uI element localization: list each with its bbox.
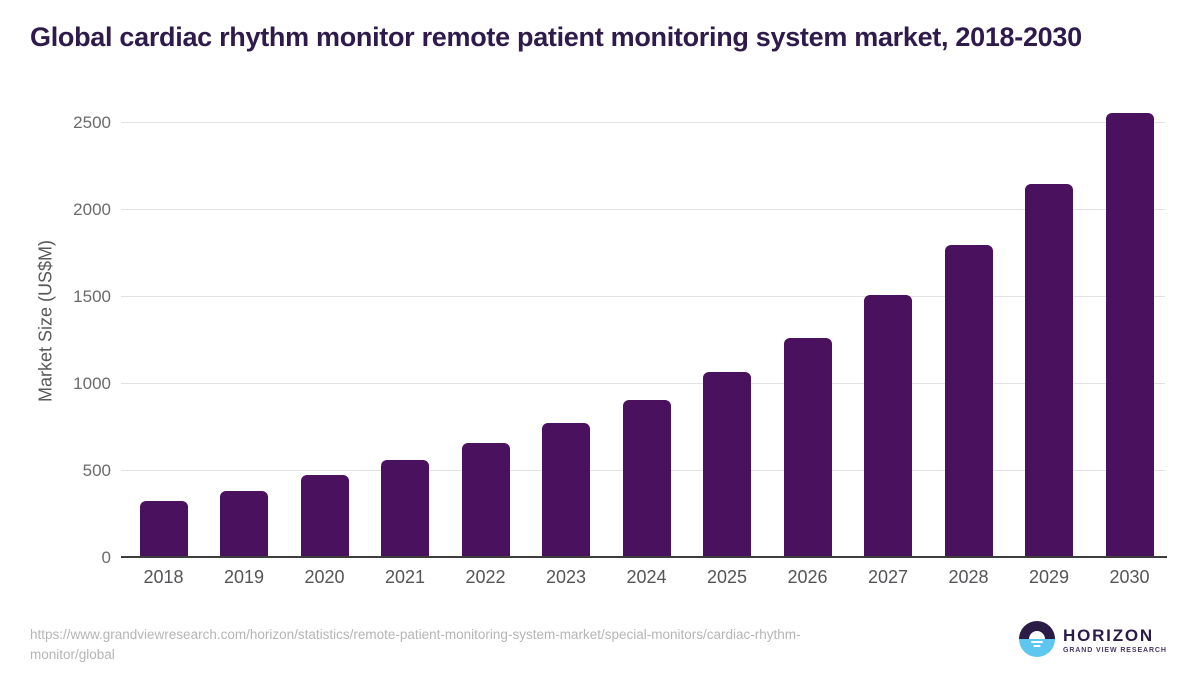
bar-2020 — [300, 475, 349, 558]
y-tick-label-1500: 1500 — [73, 286, 111, 306]
horizon-logo: HORIZON GRAND VIEW RESEARCH — [1019, 621, 1167, 657]
x-tick-label-2028: 2028 — [948, 567, 989, 587]
x-tick-label-2029: 2029 — [1028, 567, 1070, 587]
bar-2019 — [220, 490, 268, 558]
bar-2018 — [139, 500, 188, 558]
bar-2029 — [1025, 184, 1073, 558]
logo-subtitle: GRAND VIEW RESEARCH — [1063, 647, 1167, 654]
sun-dome-shape — [1029, 631, 1045, 639]
x-tick-label-2019: 2019 — [223, 567, 265, 587]
y-tick-label-0: 0 — [101, 548, 111, 567]
bar-2028 — [944, 244, 993, 558]
logo-text-block: HORIZON GRAND VIEW RESEARCH — [1063, 621, 1167, 654]
y-tick-label-2000: 2000 — [73, 199, 111, 219]
y-tick-label-2500: 2500 — [73, 112, 111, 132]
plot-area — [121, 100, 1165, 558]
bar-2025 — [703, 371, 751, 558]
y-tick-label-1000: 1000 — [73, 373, 111, 393]
x-tick-label-2024: 2024 — [626, 567, 667, 587]
x-axis-line — [121, 556, 1167, 558]
gridline-1500 — [121, 296, 1165, 298]
x-tick-label-2022: 2022 — [465, 567, 506, 587]
x-tick-label-2027: 2027 — [867, 567, 909, 587]
bar-2026 — [783, 337, 832, 558]
x-tick-label-2025: 2025 — [706, 567, 748, 587]
x-tick-label-2030: 2030 — [1109, 567, 1150, 587]
bar-2022 — [461, 443, 510, 558]
gridline-2000 — [121, 209, 1165, 211]
gridline-2500 — [121, 122, 1165, 124]
bar-2030 — [1105, 113, 1154, 558]
bar-2023 — [542, 423, 590, 558]
reflection-line — [1033, 645, 1041, 647]
page-title: Global cardiac rhythm monitor remote pat… — [30, 22, 1082, 52]
reflection-line — [1031, 641, 1043, 643]
horizon-sun-circle-icon — [1019, 621, 1055, 657]
gridline-1000 — [121, 383, 1165, 385]
x-tick-label-2023: 2023 — [545, 567, 587, 587]
x-tick-label-2026: 2026 — [787, 567, 828, 587]
x-tick-label-2021: 2021 — [384, 567, 426, 587]
source-url: https://www.grandviewresearch.com/horizo… — [30, 627, 801, 662]
bar-2021 — [381, 460, 429, 558]
x-tick-label-2018: 2018 — [143, 567, 184, 587]
logo-title: HORIZON — [1063, 626, 1154, 645]
bar-2027 — [864, 295, 912, 558]
y-tick-label-500: 500 — [82, 460, 111, 480]
bar-2024 — [622, 399, 671, 558]
x-tick-label-2020: 2020 — [304, 567, 345, 587]
